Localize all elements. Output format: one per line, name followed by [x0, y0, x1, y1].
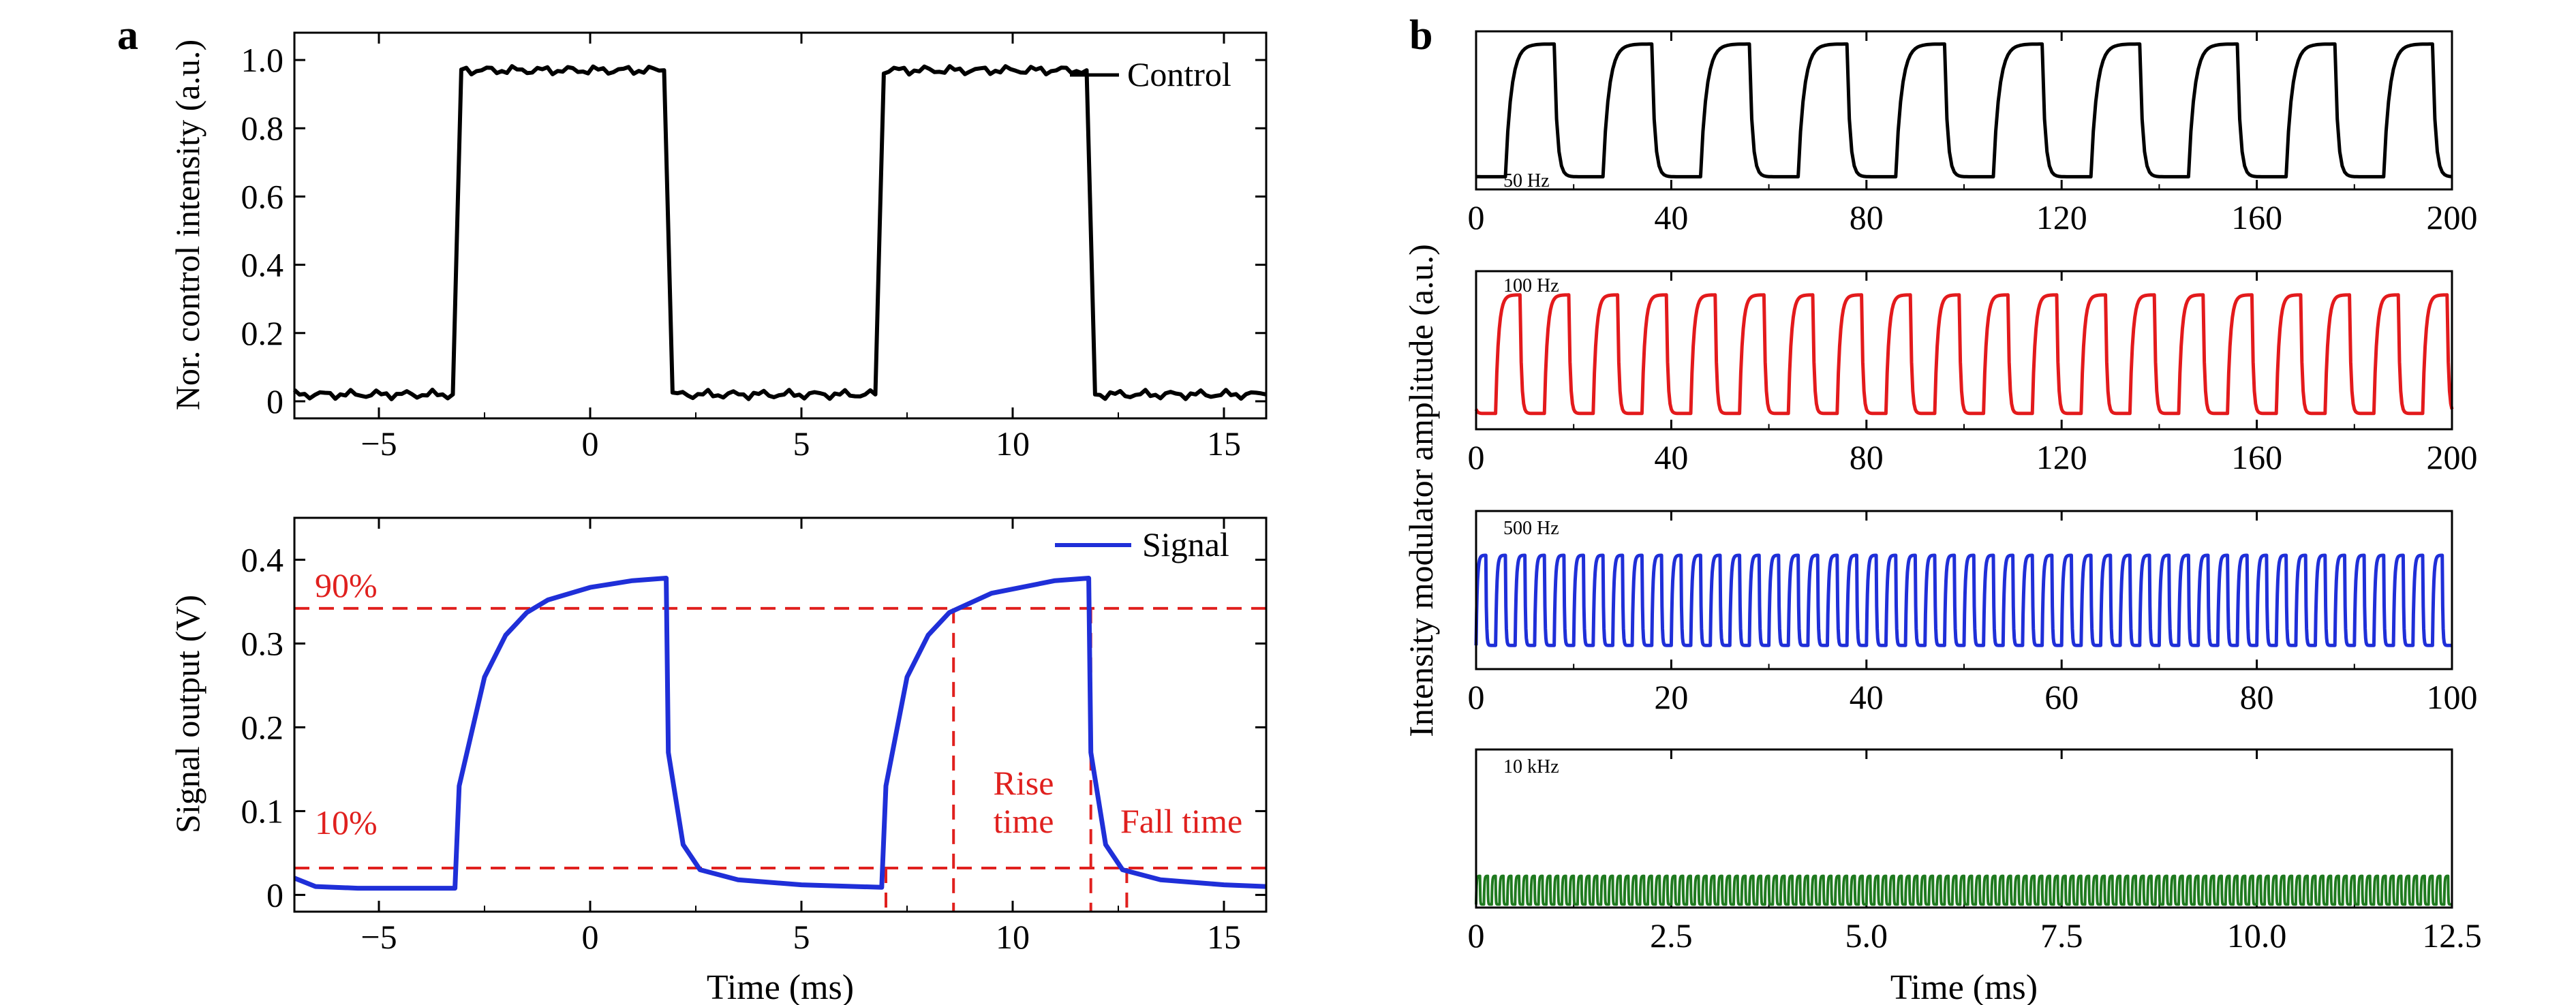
freq-label-500hz: 500 Hz: [1503, 518, 1559, 539]
y-tick-label: 0.4: [241, 246, 284, 284]
square-wave-10khz: [1475, 874, 2453, 906]
x-tick-label: 10: [996, 424, 1030, 463]
chart-b-10khz: 0 2.5 5.0 7.5 10.0 12.5 10 kHz Time (ms): [1468, 748, 2482, 1005]
x-tick-label: 80: [2240, 678, 2274, 716]
chart-b-500hz: 0 20 40 60 80 100 500 Hz: [1468, 510, 2478, 716]
x-tick-label: 0: [1468, 916, 1485, 955]
freq-label-50hz: 50 Hz: [1503, 170, 1550, 191]
x-tick-label: 0: [582, 424, 599, 463]
freq-label-100hz: 100 Hz: [1503, 275, 1559, 296]
y-tick-label: 0.1: [241, 792, 284, 830]
x-tick-label: 60: [2044, 678, 2079, 716]
x-tick-label: 10.0: [2227, 916, 2287, 955]
b3-xticks: 0 20 40 60 80 100: [1468, 511, 2478, 716]
x-tick-label: 2.5: [1650, 916, 1693, 955]
x-tick-label: 40: [1850, 678, 1884, 716]
a-bottom-frame: [293, 516, 1268, 913]
y-tick-label: 0.6: [241, 177, 284, 215]
y-tick-label: 0.2: [241, 708, 284, 746]
y-tick-label: 0.4: [241, 540, 284, 578]
a-bottom-xlabel: Time (ms): [707, 968, 854, 1005]
x-tick-label: 120: [2036, 438, 2087, 476]
chart-b-50hz: 0 40 80 120 160 200 50 Hz: [1468, 30, 2478, 236]
b1-frame: [1475, 30, 2453, 191]
x-tick-label: 7.5: [2040, 916, 2083, 955]
x-tick-label: 200: [2427, 198, 2478, 236]
x-tick-label: 20: [1654, 678, 1688, 716]
b2-frame: [1475, 270, 2453, 431]
a-top-ylabel: Nor. control intensity (a.u.): [168, 40, 206, 410]
label-fall-time: Fall time: [1120, 802, 1242, 840]
x-tick-label: 5: [793, 918, 810, 956]
x-tick-label: 120: [2036, 198, 2087, 236]
signal-line: [293, 576, 1267, 891]
a-bottom-ylabel: Signal output (V): [168, 595, 206, 833]
x-tick-label: 200: [2427, 438, 2478, 476]
x-tick-label: 5.0: [1845, 916, 1888, 955]
legend-control-label: Control: [1127, 55, 1231, 93]
b4-frame: [1475, 748, 2453, 909]
x-tick-label: 160: [2231, 198, 2282, 236]
y-tick-label: 0: [266, 382, 283, 420]
chart-a-top: −5 0 5 10 15 0 0.2 0.4 0.6 0.8 1.0 Control Nor. c…: [168, 31, 1268, 463]
x-tick-label: 0: [582, 918, 599, 956]
x-tick-label: 15: [1207, 424, 1241, 463]
x-tick-label: 100: [2427, 678, 2478, 716]
x-tick-label: 15: [1207, 918, 1241, 956]
x-tick-label: −5: [361, 918, 397, 956]
label-rise: Rise: [994, 764, 1054, 802]
b-ylabel: Intensity modulator amplitude (a.u.): [1402, 244, 1440, 737]
x-tick-label: 0: [1468, 438, 1485, 476]
y-tick-label: 0.2: [241, 314, 284, 352]
a-top-frame: [293, 31, 1268, 420]
x-tick-label: 80: [1850, 438, 1884, 476]
a-top-xticks: −5 0 5 10 15: [361, 33, 1241, 463]
y-tick-label: 0.3: [241, 624, 284, 662]
x-tick-label: −5: [361, 424, 397, 463]
x-tick-label: 0: [1468, 198, 1485, 236]
y-tick-label: 0: [266, 876, 283, 914]
y-tick-label: 0.8: [241, 109, 284, 147]
legend-signal-label: Signal: [1142, 525, 1229, 563]
chart-b-100hz: 0 40 80 120 160 200 100 Hz: [1468, 270, 2478, 476]
x-tick-label: 40: [1654, 438, 1688, 476]
label-90-percent: 90%: [315, 566, 378, 604]
b1-xticks: 0 40 80 120 160 200: [1468, 31, 2478, 236]
x-tick-label: 5: [793, 424, 810, 463]
label-10-percent: 10%: [315, 803, 378, 841]
panel-label-a: a: [117, 12, 138, 59]
x-tick-label: 12.5: [2422, 916, 2482, 955]
x-tick-label: 80: [1850, 198, 1884, 236]
a-top-yticks: 0 0.2 0.4 0.6 0.8 1.0: [241, 41, 1266, 420]
b3-frame: [1475, 510, 2453, 670]
chart-a-bottom: −5 0 5 10 15 0 0.1 0.2 0.3 0.4 Signal 90% 10% Ri…: [168, 516, 1268, 1005]
x-tick-label: 0: [1468, 678, 1485, 716]
a-bottom-yticks: 0 0.1 0.2 0.3 0.4: [241, 540, 1266, 914]
square-wave-50hz: [1475, 42, 2453, 179]
a-bottom-xticks: −5 0 5 10 15: [361, 518, 1241, 956]
square-wave-500hz: [1474, 553, 2453, 647]
b-xlabel: Time (ms): [1890, 968, 2038, 1005]
label-rise-time: time: [994, 802, 1054, 840]
freq-label-10khz: 10 kHz: [1503, 756, 1559, 777]
b4-xticks: 0 2.5 5.0 7.5 10.0 12.5: [1468, 749, 2482, 955]
square-wave-100hz: [1474, 293, 2454, 416]
y-tick-label: 1.0: [241, 41, 284, 79]
panel-label-b: b: [1409, 12, 1432, 59]
x-tick-label: 10: [996, 918, 1030, 956]
x-tick-label: 160: [2231, 438, 2282, 476]
x-tick-label: 40: [1654, 198, 1688, 236]
control-line: [292, 64, 1267, 401]
